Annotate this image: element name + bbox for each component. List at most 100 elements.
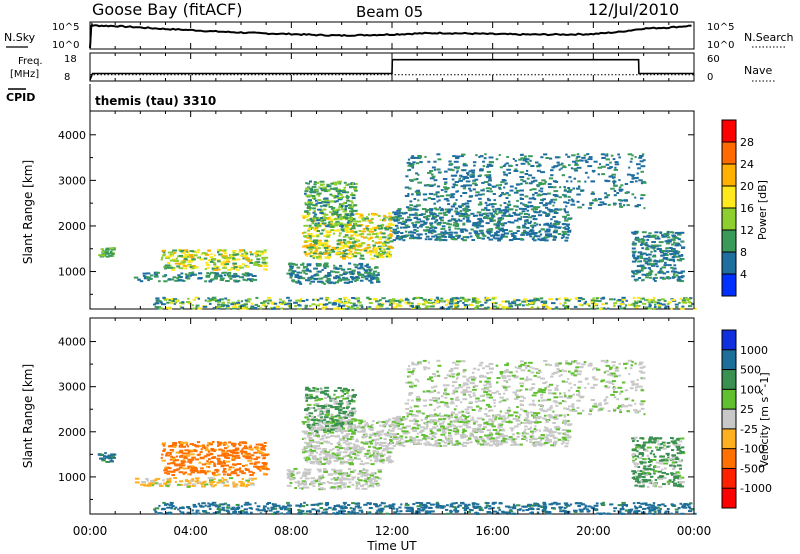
scatter-point [352,469,357,472]
scatter-point [678,272,683,274]
scatter-point [220,465,225,468]
scatter-point [294,276,300,278]
scatter-point [304,235,307,238]
scatter-point [316,257,320,260]
scatter-point [330,434,335,437]
scatter-point [485,299,489,302]
scatter-point [408,213,414,216]
scatter-point [552,231,558,234]
scatter-point [243,274,248,277]
scatter-point [232,264,235,267]
scatter-point [310,477,316,480]
scatter-point [348,481,352,484]
scatter-point [315,418,318,421]
scatter-point [619,205,622,208]
scatter-point [369,228,375,231]
scatter-point [342,460,346,463]
scatter-point [430,232,434,235]
scatter-point [555,306,558,309]
scatter-point [640,297,644,300]
scatter-point [631,250,637,253]
scatter-point [323,456,328,459]
scatter-point [577,206,583,209]
scatter-point [362,425,367,428]
scatter-point [576,153,580,156]
scatter-point [498,211,503,214]
scatter-point [387,226,393,229]
scatter-point [308,209,311,212]
scatter-point [256,466,260,469]
scatter-point [306,420,310,423]
scatter-point [199,272,203,275]
scatter-point [475,304,481,307]
scatter-point [367,485,370,488]
scatter-point [415,156,420,159]
scatter-point [366,274,369,277]
scatter-point [223,441,227,444]
scatter-point [508,302,512,305]
scatter-point [614,180,617,183]
scatter-point [427,160,431,163]
scatter-point [199,307,203,310]
scatter-point [447,168,450,171]
scatter-point [522,208,527,210]
scatter-point [171,474,176,476]
scatter-point [316,435,321,438]
scatter-point [408,168,412,171]
scatter-point [552,210,557,213]
scatter-point [448,228,451,231]
scatter-point [563,301,567,304]
scatter-point [541,199,544,202]
scatter-point [372,244,376,247]
scatter-point [217,274,223,277]
scatter-point [335,457,341,460]
scatter-point [241,263,245,266]
scatter-point [532,299,537,302]
scatter-point [465,205,470,208]
scatter-point [658,241,664,244]
scatter-point [503,173,508,176]
scatter-point [369,454,373,457]
scatter-point [179,480,184,483]
scatter-point [438,212,443,215]
scatter-point [347,231,351,234]
scatter-point [411,193,414,196]
scatter-point [105,248,110,251]
scatter-point [400,235,405,238]
scatter-point [657,511,662,514]
scatter-point [219,480,223,483]
scatter-point [353,444,357,447]
scatter-point [604,154,609,157]
scatter-point [389,235,393,237]
scatter-point [456,167,460,170]
scatter-point [566,190,572,193]
scatter-point [424,216,428,219]
scatter-point [346,400,349,403]
scatter-point [410,305,414,307]
scatter-point [545,206,549,209]
scatter-point [317,429,322,431]
scatter-point [154,273,158,276]
scatter-point [168,278,171,281]
scatter-point [362,474,367,477]
scatter-point [328,426,333,429]
scatter-point [182,467,188,470]
scatter-point [279,298,283,301]
scatter-point [233,262,237,265]
scatter-point [343,420,349,423]
scatter-point [515,299,521,302]
scatter-point [354,297,358,300]
scatter-point [587,165,593,168]
scatter-point [666,236,671,239]
scatter-point [531,226,535,229]
scatter-point [670,307,673,310]
scatter-point [225,280,230,282]
scatter-point [237,442,241,445]
scatter-point [541,182,547,185]
scatter-point [172,456,176,459]
scatter-point [474,232,478,234]
scatter-point [319,251,323,254]
scatter-point [344,278,350,281]
scatter-point [165,264,171,267]
scatter-point [315,255,321,258]
